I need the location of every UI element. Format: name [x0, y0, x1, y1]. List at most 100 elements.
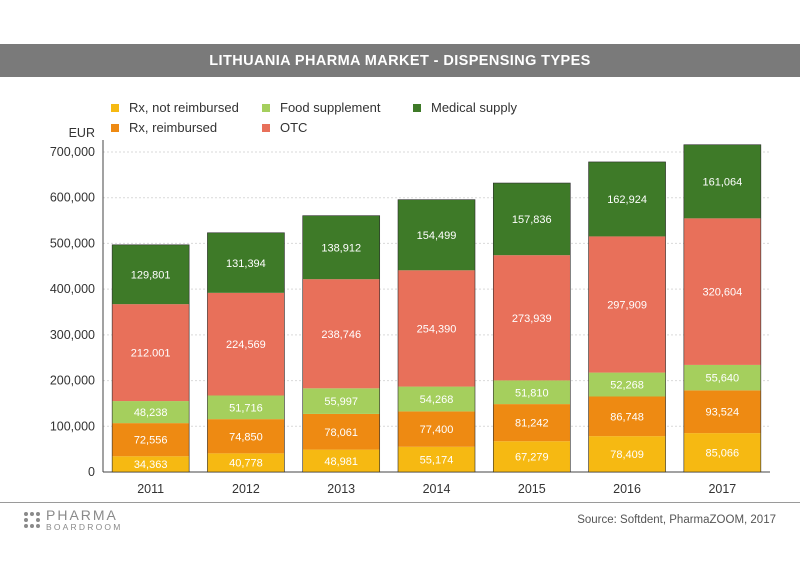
x-tick-label: 2014: [423, 482, 451, 496]
bar-segment: [398, 270, 475, 387]
bar-segment: [493, 255, 571, 381]
bar-segment: [493, 404, 571, 442]
data-label: 157,836: [512, 214, 552, 226]
bar-segment: [398, 199, 475, 271]
source-note: Source: Softdent, PharmaZOOM, 2017: [577, 514, 776, 526]
footer-divider: [0, 502, 800, 503]
chart-title: LITHUANIA PHARMA MARKET - DISPENSING TYP…: [209, 52, 591, 69]
data-label: 48,238: [134, 407, 168, 419]
bar-segment: [493, 441, 571, 472]
data-label: 51,716: [229, 402, 263, 414]
bar-segment: [112, 304, 190, 402]
bar-segment: [302, 215, 380, 280]
data-label: 40,778: [229, 458, 263, 470]
data-label: 72,556: [134, 435, 168, 447]
dotted-square-icon: [24, 511, 40, 528]
bar-segment: [302, 413, 380, 450]
data-label: 162,924: [607, 194, 647, 206]
bar-segment: [683, 390, 761, 434]
bar-segment: [683, 364, 761, 391]
data-label: 52,268: [610, 380, 644, 392]
bar-segment: [683, 218, 761, 365]
data-label: 224,569: [226, 339, 266, 351]
data-label: 55,997: [324, 396, 358, 408]
bar-segment: [588, 396, 666, 437]
data-label: 320,604: [702, 287, 742, 299]
data-label: 77,400: [420, 424, 454, 436]
data-label: 161,064: [702, 177, 742, 189]
bar-segment: [398, 446, 475, 472]
y-tick-label: 200,000: [50, 374, 95, 388]
x-tick-label: 2017: [708, 482, 736, 496]
bar-outline: [683, 144, 762, 473]
logo-wordmark: PHARMA BOARDROOM: [46, 508, 122, 532]
bar-segment: [588, 236, 666, 373]
data-label: 273,939: [512, 313, 552, 325]
y-tick-label: 500,000: [50, 236, 95, 250]
data-label: 154,499: [417, 230, 457, 242]
bar-segment: [112, 423, 190, 457]
x-tick-label: 2015: [518, 482, 546, 496]
y-tick-label: 400,000: [50, 282, 95, 296]
data-label: 78,409: [610, 449, 644, 461]
bar-segment: [302, 279, 380, 389]
bar-segment: [588, 372, 666, 397]
bar-segment: [207, 395, 285, 420]
y-axis-label: EUR: [69, 126, 95, 140]
bar-segment: [112, 401, 190, 424]
bar-segment: [207, 292, 285, 396]
data-label: 131,394: [226, 258, 266, 270]
bar-outline: [492, 182, 571, 473]
x-tick-label: 2012: [232, 482, 260, 496]
pharma-boardroom-logo: PHARMA BOARDROOM: [22, 508, 122, 532]
data-label: 86,748: [610, 411, 644, 423]
bar-segment: [207, 232, 285, 293]
bar-segment: [112, 244, 190, 305]
x-tick-label: 2011: [137, 482, 164, 496]
data-label: 93,524: [706, 407, 740, 419]
data-label: 48,981: [324, 456, 358, 468]
bar-segment: [588, 436, 666, 472]
bar-segment: [683, 433, 761, 472]
data-label: 129,801: [131, 269, 171, 281]
data-label: 212.001: [131, 348, 171, 360]
data-label: 54,268: [420, 394, 454, 406]
data-label: 55,640: [706, 373, 740, 385]
logo-line-1: PHARMA: [46, 507, 118, 523]
bar-segment: [398, 411, 475, 447]
logo-line-2: BOARDROOM: [46, 522, 123, 532]
bar-segment: [302, 449, 380, 472]
bar-segment: [493, 183, 571, 256]
bar-outline: [207, 232, 285, 473]
data-label: 85,066: [706, 448, 740, 460]
y-tick-label: 0: [88, 465, 95, 479]
data-label: 138,912: [321, 242, 361, 254]
y-tick-label: 100,000: [50, 419, 95, 433]
x-tick-label: 2013: [327, 482, 355, 496]
bar-segment: [302, 388, 380, 414]
data-label: 67,279: [515, 452, 549, 464]
data-label: 238,746: [321, 329, 361, 341]
chart-title-bar: LITHUANIA PHARMA MARKET - DISPENSING TYP…: [0, 44, 800, 77]
stacked-bar-chart: 0 100,000 200,000 300,000 400,000 500,000 600,…: [50, 126, 770, 496]
data-label: 34,363: [134, 459, 168, 471]
data-label: 78,061: [324, 427, 358, 439]
bar-segment: [588, 161, 666, 237]
data-label: 51,810: [515, 387, 549, 399]
data-label: 81,242: [515, 418, 549, 430]
bar-outline: [397, 199, 476, 473]
bar-segment: [207, 419, 285, 454]
bar-outline: [588, 161, 666, 473]
bar-segment: [493, 380, 571, 405]
bar-outline: [302, 215, 381, 473]
y-tick-label: 300,000: [50, 328, 95, 342]
data-label: 74,850: [229, 431, 263, 443]
data-label: 297,909: [607, 300, 647, 312]
data-label: 55,174: [420, 454, 454, 466]
bar-segment: [112, 456, 190, 472]
y-tick-label: 700,000: [50, 145, 95, 159]
bar-outline: [111, 244, 190, 473]
bar-segment: [207, 453, 285, 472]
bar-segment: [683, 144, 761, 219]
x-tick-label: 2016: [613, 482, 641, 496]
